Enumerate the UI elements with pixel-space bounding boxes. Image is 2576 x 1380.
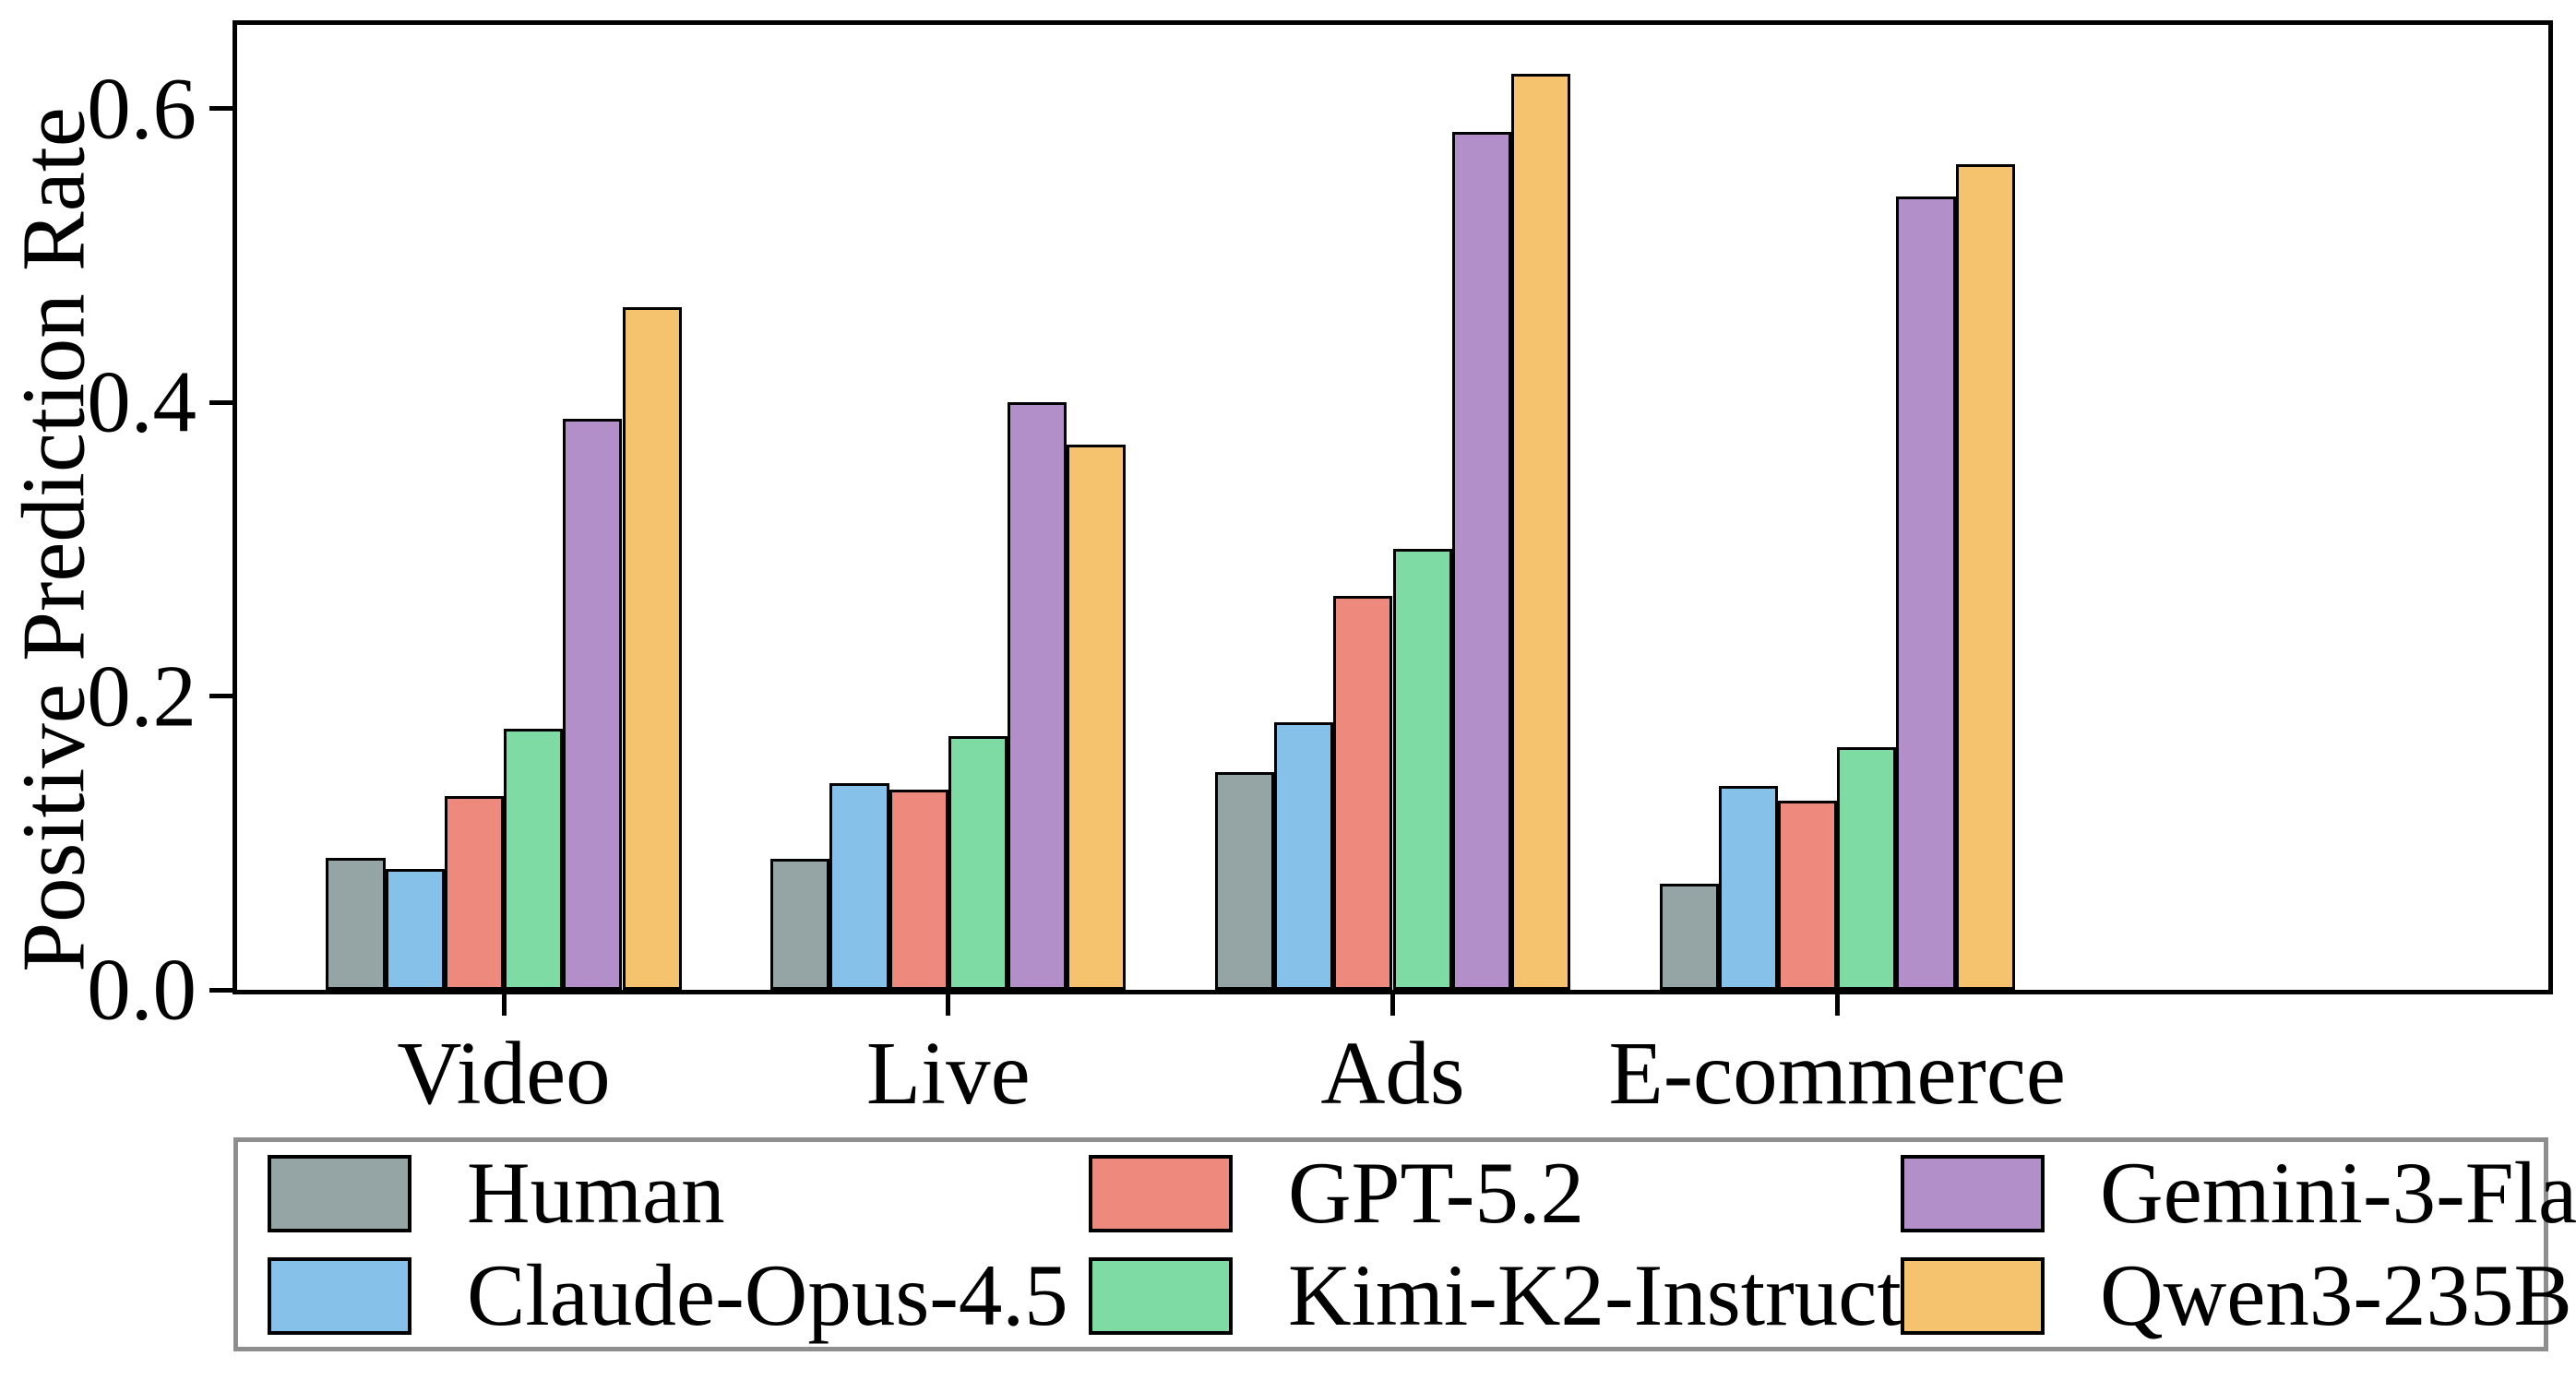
legend-label-gemini: Gemini-3-Flash (2100, 1144, 2576, 1242)
bar-gemini-3-flash-video (563, 418, 623, 990)
bar-kimi-k2-instruct-video (504, 728, 564, 990)
bar-qwen3-235b-e-commerce (1955, 164, 2015, 990)
legend: Human GPT-5.2 Gemini-3-Flash Claude-Opus… (233, 1137, 2576, 1351)
bar-kimi-k2-instruct-e-commerce (1837, 747, 1897, 990)
y-tick (209, 987, 237, 993)
legend-swatch-gpt (1089, 1154, 1233, 1232)
bar-gpt-5.2-video (444, 795, 505, 990)
y-tick (209, 399, 237, 405)
bar-claude-opus-4.5-e-commerce (1718, 785, 1778, 990)
bar-kimi-k2-instruct-ads (1392, 549, 1452, 990)
y-axis-title: Positive Prediction Rate (4, 107, 103, 972)
bar-qwen3-235b-video (622, 306, 682, 990)
bar-gpt-5.2-e-commerce (1778, 800, 1838, 990)
legend-label-gpt: GPT-5.2 (1288, 1144, 1585, 1242)
x-tick-label-live: Live (865, 1024, 1031, 1123)
y-tick-label: 0.0 (87, 940, 197, 1039)
bar-gemini-3-flash-ads (1451, 132, 1511, 990)
bar-claude-opus-4.5-video (385, 869, 445, 990)
x-tick-label-ads: Ads (1320, 1024, 1465, 1123)
legend-label-qwen: Qwen3-235B (2100, 1246, 2572, 1344)
bar-human-video (326, 857, 386, 990)
legend-item-claude: Claude-Opus-4.5 (268, 1252, 1089, 1339)
bar-human-e-commerce (1659, 884, 1719, 990)
bar-kimi-k2-instruct-live (948, 735, 1008, 990)
x-tick (501, 990, 507, 1016)
bar-human-live (770, 859, 830, 990)
legend-swatch-human (268, 1154, 411, 1232)
x-tick (1834, 990, 1840, 1016)
x-tick (1390, 990, 1395, 1016)
y-tick-label: 0.2 (87, 647, 197, 745)
bar-qwen3-235b-ads (1510, 73, 1571, 990)
y-tick (209, 694, 237, 699)
legend-label-human: Human (467, 1144, 725, 1242)
y-tick-label: 0.6 (87, 59, 197, 158)
legend-label-kimi: Kimi-K2-Instruct (1288, 1246, 1902, 1344)
x-tick (946, 990, 951, 1016)
legend-item-gpt: GPT-5.2 (1089, 1149, 1901, 1237)
legend-label-claude: Claude-Opus-4.5 (467, 1246, 1068, 1344)
bar-gpt-5.2-live (888, 790, 948, 990)
bar-claude-opus-4.5-live (829, 782, 889, 990)
x-tick-label-e-commerce: E-commerce (1608, 1024, 2066, 1123)
bar-gemini-3-flash-live (1008, 402, 1067, 990)
bar-qwen3-235b-live (1067, 445, 1127, 990)
legend-swatch-kimi (1089, 1256, 1233, 1335)
bar-gemini-3-flash-e-commerce (1896, 196, 1956, 990)
legend-swatch-qwen (1901, 1256, 2045, 1335)
bar-human-ads (1214, 772, 1275, 990)
y-tick (209, 106, 237, 112)
legend-item-human: Human (268, 1149, 1089, 1237)
bar-claude-opus-4.5-ads (1274, 722, 1334, 990)
x-tick-label-video: Video (397, 1024, 611, 1123)
legend-swatch-claude (268, 1256, 411, 1335)
legend-item-qwen: Qwen3-235B (1901, 1252, 2576, 1339)
legend-swatch-gemini (1901, 1154, 2045, 1232)
bar-gpt-5.2-ads (1333, 596, 1393, 990)
legend-item-kimi: Kimi-K2-Instruct (1089, 1246, 1902, 1344)
legend-item-gemini: Gemini-3-Flash (1901, 1149, 2576, 1237)
y-tick-label: 0.4 (87, 352, 197, 451)
